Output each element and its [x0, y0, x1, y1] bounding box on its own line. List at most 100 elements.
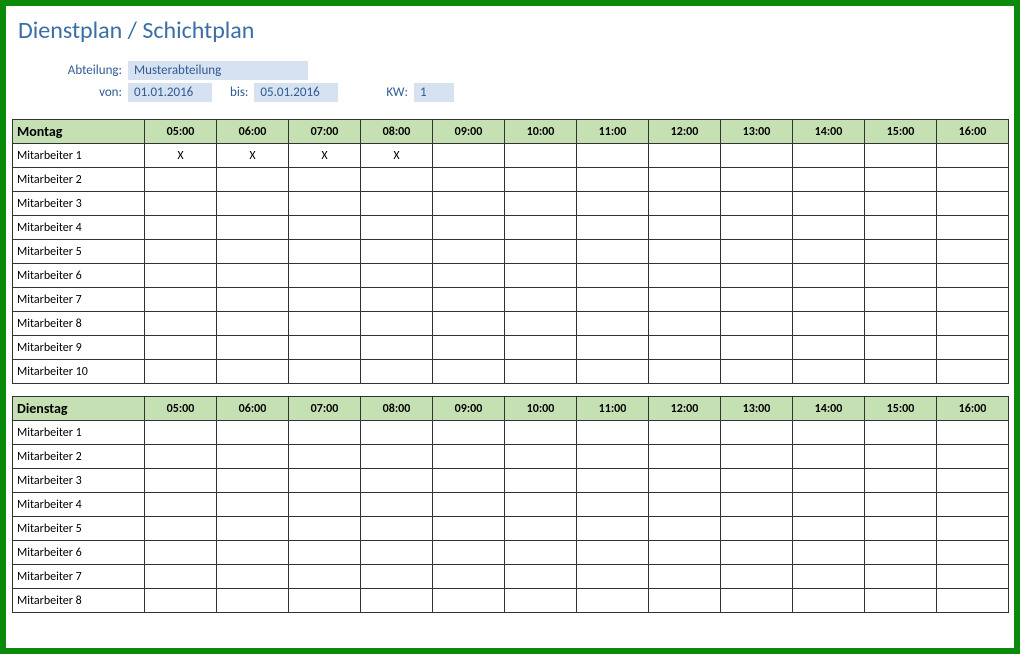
schedule-cell[interactable]: [433, 421, 505, 445]
schedule-cell[interactable]: [289, 421, 361, 445]
schedule-cell[interactable]: [721, 168, 793, 192]
schedule-cell[interactable]: [145, 312, 217, 336]
schedule-cell[interactable]: [937, 589, 1009, 613]
schedule-cell[interactable]: [649, 288, 721, 312]
schedule-cell[interactable]: [145, 360, 217, 384]
schedule-cell[interactable]: [289, 216, 361, 240]
schedule-cell[interactable]: [721, 469, 793, 493]
schedule-cell[interactable]: [937, 565, 1009, 589]
schedule-cell[interactable]: [145, 216, 217, 240]
schedule-cell[interactable]: [937, 288, 1009, 312]
schedule-cell[interactable]: [217, 517, 289, 541]
schedule-cell[interactable]: [937, 144, 1009, 168]
schedule-cell[interactable]: [433, 493, 505, 517]
schedule-cell[interactable]: [145, 469, 217, 493]
schedule-cell[interactable]: [289, 192, 361, 216]
schedule-cell[interactable]: [721, 216, 793, 240]
schedule-cell[interactable]: [721, 517, 793, 541]
schedule-cell[interactable]: [721, 493, 793, 517]
schedule-cell[interactable]: [793, 517, 865, 541]
schedule-cell[interactable]: [505, 264, 577, 288]
schedule-cell[interactable]: [865, 541, 937, 565]
schedule-cell[interactable]: [937, 312, 1009, 336]
schedule-cell[interactable]: [361, 264, 433, 288]
schedule-cell[interactable]: [217, 240, 289, 264]
schedule-cell[interactable]: [721, 312, 793, 336]
schedule-cell[interactable]: [217, 168, 289, 192]
schedule-cell[interactable]: [433, 360, 505, 384]
schedule-cell[interactable]: [145, 264, 217, 288]
schedule-cell[interactable]: [865, 421, 937, 445]
schedule-cell[interactable]: [289, 469, 361, 493]
schedule-cell[interactable]: [289, 589, 361, 613]
schedule-cell[interactable]: [793, 264, 865, 288]
schedule-cell[interactable]: [505, 192, 577, 216]
schedule-cell[interactable]: [937, 517, 1009, 541]
schedule-cell[interactable]: [793, 421, 865, 445]
schedule-cell[interactable]: [361, 360, 433, 384]
schedule-cell[interactable]: [217, 541, 289, 565]
schedule-cell[interactable]: [577, 264, 649, 288]
schedule-cell[interactable]: [433, 541, 505, 565]
schedule-cell[interactable]: [145, 517, 217, 541]
schedule-cell[interactable]: [145, 240, 217, 264]
schedule-cell[interactable]: [649, 144, 721, 168]
schedule-cell[interactable]: [361, 192, 433, 216]
schedule-cell[interactable]: [361, 589, 433, 613]
abteilung-value[interactable]: Musterabteilung: [128, 61, 308, 80]
schedule-cell[interactable]: [577, 517, 649, 541]
schedule-cell[interactable]: X: [361, 144, 433, 168]
schedule-cell[interactable]: [361, 517, 433, 541]
bis-value[interactable]: 05.01.2016: [254, 83, 338, 102]
schedule-cell[interactable]: [433, 336, 505, 360]
schedule-cell[interactable]: [361, 469, 433, 493]
schedule-cell[interactable]: X: [289, 144, 361, 168]
schedule-cell[interactable]: [433, 144, 505, 168]
schedule-cell[interactable]: [649, 168, 721, 192]
schedule-cell[interactable]: [361, 312, 433, 336]
schedule-cell[interactable]: [505, 312, 577, 336]
schedule-cell[interactable]: [865, 240, 937, 264]
schedule-cell[interactable]: [145, 288, 217, 312]
schedule-cell[interactable]: [217, 469, 289, 493]
schedule-cell[interactable]: [937, 469, 1009, 493]
schedule-cell[interactable]: [505, 445, 577, 469]
schedule-cell[interactable]: [937, 445, 1009, 469]
schedule-cell[interactable]: [217, 264, 289, 288]
schedule-cell[interactable]: [937, 216, 1009, 240]
schedule-cell[interactable]: [793, 288, 865, 312]
schedule-cell[interactable]: [577, 589, 649, 613]
schedule-cell[interactable]: [649, 192, 721, 216]
schedule-cell[interactable]: [289, 264, 361, 288]
schedule-cell[interactable]: [649, 517, 721, 541]
schedule-cell[interactable]: [145, 336, 217, 360]
schedule-cell[interactable]: [505, 216, 577, 240]
schedule-cell[interactable]: [721, 144, 793, 168]
schedule-cell[interactable]: [289, 565, 361, 589]
schedule-cell[interactable]: [865, 493, 937, 517]
schedule-cell[interactable]: [649, 264, 721, 288]
schedule-cell[interactable]: [577, 565, 649, 589]
schedule-cell[interactable]: [721, 360, 793, 384]
schedule-cell[interactable]: [433, 264, 505, 288]
schedule-cell[interactable]: [433, 288, 505, 312]
schedule-cell[interactable]: [577, 360, 649, 384]
schedule-cell[interactable]: [433, 168, 505, 192]
schedule-cell[interactable]: [865, 216, 937, 240]
schedule-cell[interactable]: [145, 565, 217, 589]
schedule-cell[interactable]: [577, 312, 649, 336]
schedule-cell[interactable]: [649, 493, 721, 517]
schedule-cell[interactable]: [865, 264, 937, 288]
schedule-cell[interactable]: [649, 469, 721, 493]
schedule-cell[interactable]: [865, 192, 937, 216]
schedule-cell[interactable]: [289, 336, 361, 360]
schedule-cell[interactable]: [145, 445, 217, 469]
schedule-cell[interactable]: [289, 493, 361, 517]
schedule-cell[interactable]: [649, 421, 721, 445]
schedule-cell[interactable]: [865, 144, 937, 168]
schedule-cell[interactable]: [721, 541, 793, 565]
schedule-cell[interactable]: [793, 565, 865, 589]
schedule-cell[interactable]: [505, 336, 577, 360]
schedule-cell[interactable]: [577, 288, 649, 312]
schedule-cell[interactable]: [793, 360, 865, 384]
